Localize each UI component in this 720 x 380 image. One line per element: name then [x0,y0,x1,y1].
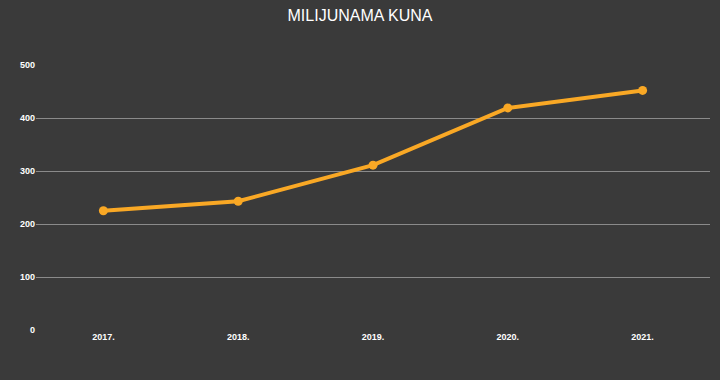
svg-text:400: 400 [20,113,35,123]
svg-text:0: 0 [30,325,35,335]
svg-text:500: 500 [20,60,35,70]
svg-text:2018.: 2018. [227,332,250,342]
svg-text:2019.: 2019. [362,332,385,342]
svg-text:2017.: 2017. [92,332,115,342]
svg-text:2020.: 2020. [497,332,520,342]
svg-text:2021.: 2021. [631,332,654,342]
svg-text:MILIJUNAMA KUNA: MILIJUNAMA KUNA [288,7,433,24]
svg-text:100: 100 [20,272,35,282]
svg-text:200: 200 [20,219,35,229]
svg-text:300: 300 [20,166,35,176]
